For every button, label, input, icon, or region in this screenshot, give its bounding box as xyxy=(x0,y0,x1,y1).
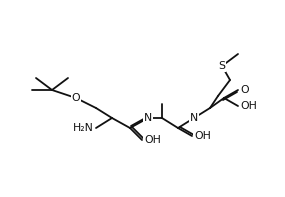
Text: OH: OH xyxy=(240,101,257,111)
Text: N: N xyxy=(190,113,198,123)
Text: OH: OH xyxy=(194,131,211,141)
Text: H₂N: H₂N xyxy=(73,123,94,133)
Text: O: O xyxy=(72,93,80,103)
Text: O: O xyxy=(240,85,249,95)
Text: S: S xyxy=(219,61,225,71)
Text: OH: OH xyxy=(144,135,161,145)
Text: N: N xyxy=(144,113,152,123)
